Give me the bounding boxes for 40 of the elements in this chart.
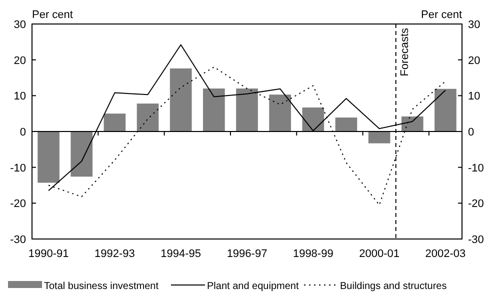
x-tick-label: 1994-95 bbox=[160, 248, 202, 260]
y-tick-label: -20 bbox=[10, 198, 26, 210]
bar bbox=[104, 114, 126, 132]
x-tick-label: 1990-91 bbox=[28, 248, 69, 260]
x-tick-label: 1992-93 bbox=[94, 248, 135, 260]
y2-tick-label: 10 bbox=[468, 90, 480, 103]
bar bbox=[170, 68, 192, 132]
y-tick-label: 30 bbox=[14, 19, 26, 31]
legend-label: Total business investment bbox=[44, 281, 159, 292]
x-tick-label: 2002-03 bbox=[425, 248, 466, 260]
bar bbox=[236, 88, 258, 132]
bar bbox=[38, 132, 60, 183]
bar bbox=[401, 116, 424, 132]
legend-label: Plant and equipment bbox=[207, 281, 299, 292]
y2-tick-label: 30 bbox=[468, 19, 480, 31]
y2-tick-label: 0 bbox=[468, 126, 474, 138]
x-tick-label: 1996-97 bbox=[226, 248, 268, 260]
y2-tick-label: -30 bbox=[468, 234, 484, 246]
y-tick-label: 10 bbox=[14, 90, 26, 103]
x-tick-label: 2000-01 bbox=[359, 248, 400, 260]
bar bbox=[335, 118, 358, 132]
y2-tick-label: -10 bbox=[468, 162, 484, 174]
y2-tick-label: 20 bbox=[468, 54, 480, 67]
bar bbox=[269, 94, 291, 132]
bar bbox=[434, 88, 456, 132]
y2-axis-title: Per cent bbox=[421, 9, 462, 21]
bar bbox=[136, 104, 159, 132]
bar bbox=[203, 88, 225, 132]
bar bbox=[302, 107, 324, 132]
y-tick-label: 0 bbox=[20, 126, 26, 138]
x-tick-label: 1998-99 bbox=[292, 248, 334, 260]
y2-tick-label: -20 bbox=[468, 198, 484, 210]
legend-label: Buildings and structures bbox=[340, 281, 447, 292]
bar bbox=[368, 132, 390, 144]
y-tick-label: -30 bbox=[10, 234, 26, 246]
y-tick-label: -10 bbox=[10, 162, 26, 174]
y-axis-title: Per cent bbox=[32, 9, 73, 21]
y-tick-label: 20 bbox=[14, 54, 26, 67]
ref-line-label: Forecasts bbox=[398, 28, 411, 76]
bar bbox=[70, 132, 93, 177]
